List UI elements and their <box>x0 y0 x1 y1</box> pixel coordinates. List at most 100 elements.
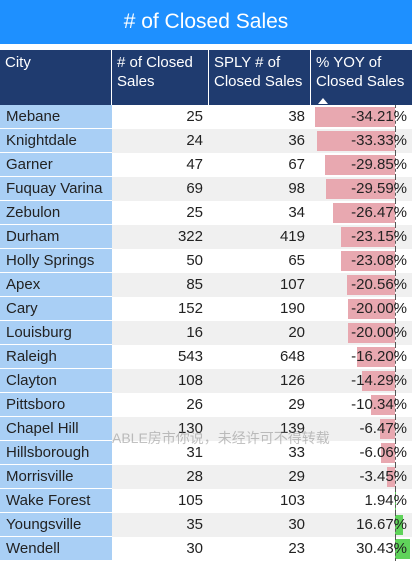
cell-sply-closed-sales: 419 <box>209 225 311 249</box>
table-row[interactable]: Fuquay Varina 69 98 -29.59% <box>0 177 412 201</box>
cell-sply-closed-sales: 36 <box>209 129 311 153</box>
yoy-data-bar <box>395 515 404 535</box>
cell-city: Cary <box>0 297 112 321</box>
header-closed-sales[interactable]: # of Closed Sales <box>112 50 209 105</box>
table-row[interactable]: Clayton 108 126 -14.29% <box>0 369 412 393</box>
yoy-data-bar <box>346 275 395 295</box>
cell-sply-closed-sales: 65 <box>209 249 311 273</box>
cell-city: Clayton <box>0 369 112 393</box>
yoy-zero-line <box>395 297 396 321</box>
cell-city: Apex <box>0 273 112 297</box>
cell-city: Chapel Hill <box>0 417 112 441</box>
cell-closed-sales: 108 <box>112 369 209 393</box>
yoy-data-bar <box>348 323 395 343</box>
cell-yoy: -34.21% <box>311 105 412 129</box>
cell-yoy: -10.34% <box>311 393 412 417</box>
table-row[interactable]: Durham 322 419 -23.15% <box>0 225 412 249</box>
table-row[interactable]: Pittsboro 26 29 -10.34% <box>0 393 412 417</box>
closed-sales-table: City # of Closed Sales SPLY # of Closed … <box>0 50 412 561</box>
table-row[interactable]: Mebane 25 38 -34.21% <box>0 105 412 129</box>
cell-city: Pittsboro <box>0 393 112 417</box>
cell-sply-closed-sales: 38 <box>209 105 311 129</box>
yoy-value: -29.59% <box>351 180 407 197</box>
yoy-data-bar <box>395 539 410 559</box>
table-row[interactable]: Chapel Hill 130 139 -6.47% <box>0 417 412 441</box>
header-city[interactable]: City <box>0 50 112 105</box>
cell-sply-closed-sales: 648 <box>209 345 311 369</box>
cell-yoy: -20.00% <box>311 297 412 321</box>
table-row[interactable]: Cary 152 190 -20.00% <box>0 297 412 321</box>
cell-city: Holly Springs <box>0 249 112 273</box>
yoy-zero-line <box>395 537 396 561</box>
yoy-zero-line <box>395 177 396 201</box>
header-sply-closed-sales[interactable]: SPLY # of Closed Sales <box>209 50 311 105</box>
cell-closed-sales: 47 <box>112 153 209 177</box>
yoy-zero-line <box>395 201 396 225</box>
yoy-data-bar <box>380 443 395 463</box>
table-row[interactable]: Wake Forest 105 103 1.94% <box>0 489 412 513</box>
cell-sply-closed-sales: 29 <box>209 393 311 417</box>
cell-city: Fuquay Varina <box>0 177 112 201</box>
cell-yoy: -29.59% <box>311 177 412 201</box>
yoy-zero-line <box>395 465 396 489</box>
cell-sply-closed-sales: 23 <box>209 537 311 561</box>
yoy-data-bar <box>386 467 395 487</box>
table-row[interactable]: Knightdale 24 36 -33.33% <box>0 129 412 153</box>
yoy-value: -3.45% <box>359 468 407 485</box>
cell-closed-sales: 69 <box>112 177 209 201</box>
table-row[interactable]: Zebulon 25 34 -26.47% <box>0 201 412 225</box>
header-yoy-closed-sales[interactable]: % YOY of Closed Sales <box>311 50 412 105</box>
yoy-zero-line <box>395 441 396 465</box>
cell-closed-sales: 35 <box>112 513 209 537</box>
cell-yoy: -6.47% <box>311 417 412 441</box>
cell-sply-closed-sales: 67 <box>209 153 311 177</box>
table-row[interactable]: Apex 85 107 -20.56% <box>0 273 412 297</box>
yoy-data-bar <box>325 179 395 199</box>
yoy-data-bar <box>361 371 395 391</box>
cell-yoy: -20.00% <box>311 321 412 345</box>
yoy-zero-line <box>395 369 396 393</box>
cell-yoy: -29.85% <box>311 153 412 177</box>
cell-closed-sales: 25 <box>112 201 209 225</box>
cell-sply-closed-sales: 29 <box>209 465 311 489</box>
table-row[interactable]: Louisburg 16 20 -20.00% <box>0 321 412 345</box>
table-row[interactable]: Morrisville 28 29 -3.45% <box>0 465 412 489</box>
yoy-value: -29.85% <box>351 156 407 173</box>
cell-yoy: -3.45% <box>311 465 412 489</box>
table-body: Mebane 25 38 -34.21% Knightdale 24 36 -33.33% Ga… <box>0 105 412 561</box>
cell-city: Zebulon <box>0 201 112 225</box>
yoy-zero-line <box>395 417 396 441</box>
cell-city: Hillsborough <box>0 441 112 465</box>
cell-sply-closed-sales: 126 <box>209 369 311 393</box>
yoy-data-bar <box>341 251 395 271</box>
yoy-zero-line <box>395 153 396 177</box>
cell-yoy: -23.15% <box>311 225 412 249</box>
yoy-value: -23.15% <box>351 228 407 245</box>
cell-sply-closed-sales: 30 <box>209 513 311 537</box>
yoy-value: 1.94% <box>364 492 407 509</box>
yoy-value: -6.06% <box>359 444 407 461</box>
yoy-data-bar <box>325 155 395 175</box>
report-title: # of Closed Sales <box>0 0 412 44</box>
yoy-zero-line <box>395 513 396 537</box>
cell-sply-closed-sales: 33 <box>209 441 311 465</box>
table-row[interactable]: Raleigh 543 648 -16.20% <box>0 345 412 369</box>
table-row[interactable]: Hillsborough 31 33 -6.06% <box>0 441 412 465</box>
yoy-data-bar <box>315 107 395 127</box>
yoy-value: -26.47% <box>351 204 407 221</box>
table-row[interactable]: Holly Springs 50 65 -23.08% <box>0 249 412 273</box>
cell-yoy: 30.43% <box>311 537 412 561</box>
cell-city: Knightdale <box>0 129 112 153</box>
yoy-zero-line <box>395 345 396 369</box>
table-row[interactable]: Garner 47 67 -29.85% <box>0 153 412 177</box>
table-row[interactable]: Wendell 30 23 30.43% <box>0 537 412 561</box>
cell-closed-sales: 24 <box>112 129 209 153</box>
yoy-value: -34.21% <box>351 108 407 125</box>
yoy-value: -10.34% <box>351 396 407 413</box>
yoy-data-bar <box>340 227 395 247</box>
cell-closed-sales: 16 <box>112 321 209 345</box>
cell-closed-sales: 85 <box>112 273 209 297</box>
sort-ascending-icon[interactable] <box>318 98 328 104</box>
cell-closed-sales: 31 <box>112 441 209 465</box>
table-row[interactable]: Youngsville 35 30 16.67% <box>0 513 412 537</box>
